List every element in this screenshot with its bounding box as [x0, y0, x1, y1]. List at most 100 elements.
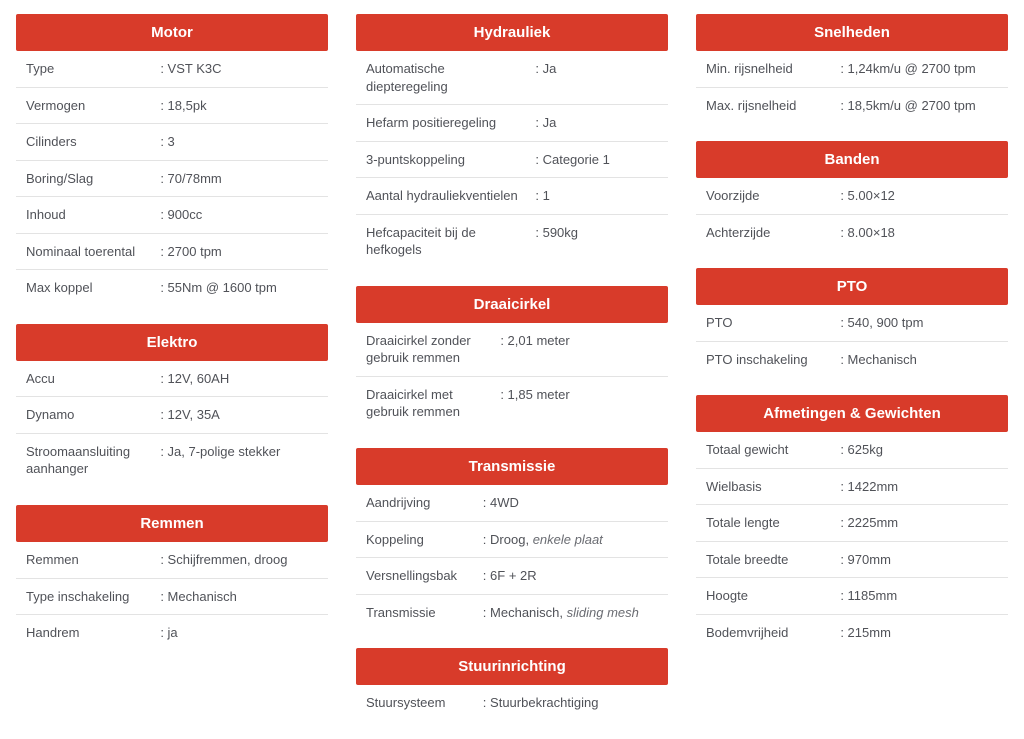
- spec-value: 18,5km/u @ 2700 tpm: [840, 97, 998, 115]
- spec-label: PTO: [706, 314, 840, 332]
- spec-value: 1: [535, 187, 658, 205]
- spec-label: Type: [26, 60, 160, 78]
- spec-row: RemmenSchijfremmen, droog: [16, 542, 328, 579]
- spec-row: KoppelingDroog, enkele plaat: [356, 522, 668, 559]
- spec-label: Max koppel: [26, 279, 160, 297]
- spec-label: Stroomaansluiting aanhanger: [26, 443, 160, 478]
- spec-row: Voorzijde5.00×12: [696, 178, 1008, 215]
- spec-value: 2700 tpm: [160, 243, 318, 261]
- spec-label: Voorzijde: [706, 187, 840, 205]
- spec-label: Hefcapaciteit bij de hefkogels: [366, 224, 535, 259]
- spec-section: MotorTypeVST K3CVermogen18,5pkCilinders3…: [16, 14, 328, 306]
- spec-label: Type inschakeling: [26, 588, 160, 606]
- spec-row: Vermogen18,5pk: [16, 88, 328, 125]
- spec-label: Min. rijsnelheid: [706, 60, 840, 78]
- spec-column: HydrauliekAutomatische diepteregelingJaH…: [356, 14, 668, 739]
- spec-row: Automatische diepteregelingJa: [356, 51, 668, 105]
- spec-value: 5.00×12: [840, 187, 998, 205]
- spec-row: Min. rijsnelheid1,24km/u @ 2700 tpm: [696, 51, 1008, 88]
- spec-value: 900cc: [160, 206, 318, 224]
- spec-row: Dynamo12V, 35A: [16, 397, 328, 434]
- spec-value: 2225mm: [840, 514, 998, 532]
- spec-value: 3: [160, 133, 318, 151]
- spec-value: 18,5pk: [160, 97, 318, 115]
- spec-label: Boring/Slag: [26, 170, 160, 188]
- spec-row: Draaicirkel met gebruik remmen1,85 meter: [356, 377, 668, 430]
- spec-label: Bodemvrijheid: [706, 624, 840, 642]
- spec-label: Achterzijde: [706, 224, 840, 242]
- spec-value: Categorie 1: [535, 151, 658, 169]
- spec-row: Aantal hydrauliekventielen1: [356, 178, 668, 215]
- spec-label: Aantal hydrauliekventielen: [366, 187, 535, 205]
- spec-row: Accu12V, 60AH: [16, 361, 328, 398]
- spec-section: RemmenRemmenSchijfremmen, droogType insc…: [16, 505, 328, 651]
- spec-row: PTO540, 900 tpm: [696, 305, 1008, 342]
- spec-value: Ja, 7-polige stekker: [160, 443, 318, 461]
- spec-label: Inhoud: [26, 206, 160, 224]
- spec-value: 4WD: [483, 494, 658, 512]
- spec-value: 2,01 meter: [500, 332, 658, 350]
- spec-value: 12V, 60AH: [160, 370, 318, 388]
- spec-value: Schijfremmen, droog: [160, 551, 318, 569]
- spec-row: PTO inschakelingMechanisch: [696, 342, 1008, 378]
- spec-value: 540, 900 tpm: [840, 314, 998, 332]
- spec-value: Mechanisch, sliding mesh: [483, 604, 658, 622]
- spec-value: 625kg: [840, 441, 998, 459]
- spec-column: SnelhedenMin. rijsnelheid1,24km/u @ 2700…: [696, 14, 1008, 739]
- spec-label: Hefarm positieregeling: [366, 114, 535, 132]
- spec-row: Handremja: [16, 615, 328, 651]
- spec-section: SnelhedenMin. rijsnelheid1,24km/u @ 2700…: [696, 14, 1008, 123]
- spec-row: Hefcapaciteit bij de hefkogels590kg: [356, 215, 668, 268]
- spec-label: Dynamo: [26, 406, 160, 424]
- spec-section: Afmetingen & Gewichten Totaal gewicht625k…: [696, 395, 1008, 650]
- spec-label: Aandrijving: [366, 494, 483, 512]
- section-header: Afmetingen & Gewichten: [696, 395, 1008, 432]
- spec-label: Transmissie: [366, 604, 483, 622]
- section-header: Motor: [16, 14, 328, 51]
- spec-column: MotorTypeVST K3CVermogen18,5pkCilinders3…: [16, 14, 328, 739]
- spec-row: Hefarm positieregelingJa: [356, 105, 668, 142]
- spec-row: Inhoud900cc: [16, 197, 328, 234]
- spec-label: Max. rijsnelheid: [706, 97, 840, 115]
- spec-row: TypeVST K3C: [16, 51, 328, 88]
- spec-label: Hoogte: [706, 587, 840, 605]
- spec-label: 3-puntskoppeling: [366, 151, 535, 169]
- spec-row: Totale breedte970mm: [696, 542, 1008, 579]
- spec-section: ElektroAccu12V, 60AHDynamo12V, 35AStroom…: [16, 324, 328, 487]
- spec-row: Max koppel55Nm @ 1600 tpm: [16, 270, 328, 306]
- spec-section: BandenVoorzijde5.00×12Achterzijde8.00×18: [696, 141, 1008, 250]
- spec-value: 1,85 meter: [500, 386, 658, 404]
- spec-value: Mechanisch: [840, 351, 998, 369]
- spec-row: Wielbasis1422mm: [696, 469, 1008, 506]
- spec-label: Versnellingsbak: [366, 567, 483, 585]
- spec-value: 1185mm: [840, 587, 998, 605]
- spec-value: 12V, 35A: [160, 406, 318, 424]
- spec-value: 55Nm @ 1600 tpm: [160, 279, 318, 297]
- spec-row: Totale lengte2225mm: [696, 505, 1008, 542]
- spec-section: StuurinrichtingStuursysteemStuurbekracht…: [356, 648, 668, 721]
- spec-value: 6F + 2R: [483, 567, 658, 585]
- spec-label: Totaal gewicht: [706, 441, 840, 459]
- spec-row: Bodemvrijheid215mm: [696, 615, 1008, 651]
- spec-label: Wielbasis: [706, 478, 840, 496]
- spec-value: 215mm: [840, 624, 998, 642]
- spec-value: 970mm: [840, 551, 998, 569]
- spec-row: Boring/Slag70/78mm: [16, 161, 328, 198]
- spec-value: Mechanisch: [160, 588, 318, 606]
- spec-row: Max. rijsnelheid18,5km/u @ 2700 tpm: [696, 88, 1008, 124]
- spec-value-detail: enkele plaat: [533, 532, 603, 547]
- spec-section: HydrauliekAutomatische diepteregelingJaH…: [356, 14, 668, 268]
- spec-label: Draaicirkel met gebruik remmen: [366, 386, 500, 421]
- section-header: Hydrauliek: [356, 14, 668, 51]
- spec-label: Automatische diepteregeling: [366, 60, 535, 95]
- spec-value: 590kg: [535, 224, 658, 242]
- section-header: Stuurinrichting: [356, 648, 668, 685]
- spec-value: ja: [160, 624, 318, 642]
- spec-value: 1422mm: [840, 478, 998, 496]
- section-header: Transmissie: [356, 448, 668, 485]
- spec-label: Remmen: [26, 551, 160, 569]
- section-header: Banden: [696, 141, 1008, 178]
- spec-row: Type inschakelingMechanisch: [16, 579, 328, 616]
- section-header: Remmen: [16, 505, 328, 542]
- spec-value: 70/78mm: [160, 170, 318, 188]
